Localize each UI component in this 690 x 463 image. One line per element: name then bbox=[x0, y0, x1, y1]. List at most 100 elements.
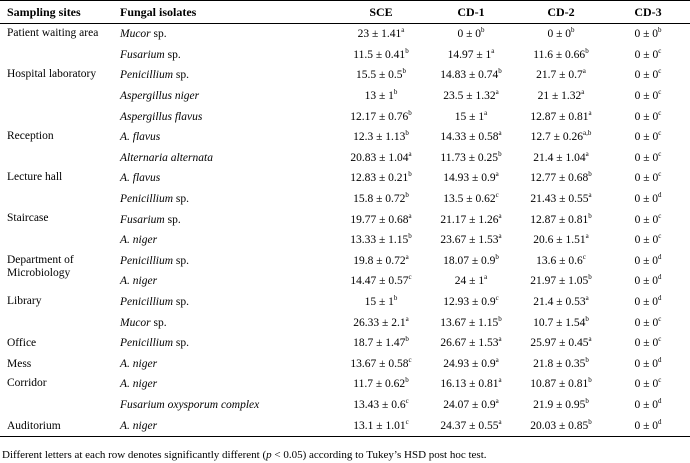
cd2-value-cell: 21.9 ± 0.95b bbox=[516, 395, 606, 416]
cd2-significance-letter: b bbox=[588, 417, 592, 426]
cd1-value: 14.83 ± 0.74 bbox=[440, 69, 499, 82]
cd2-value-cell: 21.43 ± 0.55a bbox=[516, 189, 606, 210]
sce-value: 23 ± 1.41 bbox=[357, 28, 402, 41]
cd3-value: 0 ± 0 bbox=[634, 357, 659, 370]
footnote-text-start: Different letters at each row denotes si… bbox=[2, 449, 267, 461]
sce-value: 14.47 ± 0.57 bbox=[350, 275, 409, 288]
fungal-isolate-cell: Penicillium sp. bbox=[118, 333, 336, 354]
isolate-name: A. niger bbox=[120, 378, 158, 391]
sampling-site-cell: Mess bbox=[7, 357, 32, 370]
isolate-name: A. flavus bbox=[120, 172, 161, 185]
isolate-name: Mucor bbox=[120, 316, 151, 329]
sce-significance-letter: c bbox=[405, 397, 409, 406]
cd2-significance-letter: a bbox=[585, 294, 589, 303]
cd1-value: 18.07 ± 0.9 bbox=[443, 254, 496, 267]
cd1-significance-letter: a bbox=[484, 108, 488, 117]
cd3-value-cell: 0 ± 0d bbox=[606, 189, 690, 210]
cd1-value-cell: 11.73 ± 0.25b bbox=[426, 148, 516, 169]
table-row: Reception A. flavus 12.3 ± 1.13b 14.33 ± 0.… bbox=[0, 127, 690, 148]
cd3-value-cell: 0 ± 0c bbox=[606, 374, 690, 395]
cd1-value-cell: 16.13 ± 0.81a bbox=[426, 374, 516, 395]
cd1-value: 14.97 ± 1 bbox=[447, 48, 492, 61]
cd2-value-cell: 0 ± 0b bbox=[516, 24, 606, 45]
sce-value: 20.83 ± 1.04 bbox=[350, 151, 409, 164]
cd3-value-cell: 0 ± 0c bbox=[606, 86, 690, 107]
cd3-significance-letter: d bbox=[658, 417, 662, 426]
cd3-significance-letter: d bbox=[658, 273, 662, 282]
cd3-significance-letter: d bbox=[658, 294, 662, 303]
sce-significance-letter: a bbox=[405, 314, 409, 323]
cd3-value: 0 ± 0 bbox=[634, 275, 659, 288]
cd1-significance-letter: b bbox=[481, 26, 485, 35]
isolate-name: Penicillium bbox=[120, 69, 174, 82]
cd2-significance-letter: a bbox=[585, 150, 589, 159]
sce-value-cell: 19.8 ± 0.72a bbox=[336, 251, 426, 272]
cd1-value: 16.13 ± 0.81 bbox=[440, 378, 499, 391]
cd1-significance-letter: c bbox=[495, 191, 499, 200]
cd3-value: 0 ± 0 bbox=[634, 254, 659, 267]
sce-value-cell: 20.83 ± 1.04a bbox=[336, 148, 426, 169]
sce-value-cell: 14.47 ± 0.57c bbox=[336, 271, 426, 292]
cd1-value-cell: 12.93 ± 0.9c bbox=[426, 292, 516, 313]
cd3-value: 0 ± 0 bbox=[634, 151, 659, 164]
cd1-significance-letter: a bbox=[484, 273, 488, 282]
cd3-value-cell: 0 ± 0c bbox=[606, 45, 690, 66]
cd2-significance-letter: b bbox=[571, 26, 575, 35]
cd3-value: 0 ± 0 bbox=[634, 131, 659, 144]
cd1-significance-letter: a bbox=[498, 232, 502, 241]
sce-value-cell: 15.5 ± 0.5b bbox=[336, 65, 426, 86]
cd3-value: 0 ± 0 bbox=[634, 296, 659, 309]
cd2-value-cell: 13.6 ± 0.6c bbox=[516, 251, 606, 272]
cd3-value: 0 ± 0 bbox=[634, 48, 659, 61]
cd1-value: 13.5 ± 0.62 bbox=[443, 193, 496, 206]
sampling-site-cell: Library bbox=[7, 294, 42, 307]
fungal-isolate-cell: Fusarium sp. bbox=[118, 45, 336, 66]
cd1-value: 14.93 ± 0.9 bbox=[443, 172, 496, 185]
cd2-significance-letter: a bbox=[588, 191, 592, 200]
cd2-significance-letter: b bbox=[588, 170, 592, 179]
sce-value-cell: 12.17 ± 0.76b bbox=[336, 106, 426, 127]
sce-value: 15.8 ± 0.72 bbox=[353, 193, 406, 206]
sce-significance-letter: b bbox=[405, 191, 409, 200]
cd2-value: 11.6 ± 0.66 bbox=[533, 48, 586, 61]
cd2-value-cell: 10.7 ± 1.54b bbox=[516, 312, 606, 333]
sce-value-cell: 19.77 ± 0.68a bbox=[336, 209, 426, 230]
cd3-value: 0 ± 0 bbox=[634, 234, 659, 247]
cd2-value: 0 ± 0 bbox=[547, 28, 572, 41]
fungal-isolate-cell: A. niger bbox=[118, 271, 336, 292]
cd2-value-cell: 12.87 ± 0.81a bbox=[516, 106, 606, 127]
table-row: Corridor A. niger 11.7 ± 0.62b 16.13 ± 0.81… bbox=[0, 374, 690, 395]
isolate-name: A. niger bbox=[120, 419, 158, 432]
cd3-value-cell: 0 ± 0d bbox=[606, 292, 690, 313]
isolate-name: Penicillium bbox=[120, 296, 174, 309]
cd1-value: 24.93 ± 0.9 bbox=[443, 357, 496, 370]
fungal-isolate-cell: Aspergillus flavus bbox=[118, 106, 336, 127]
sce-significance-letter: b bbox=[405, 376, 409, 385]
sce-significance-letter: c bbox=[408, 355, 412, 364]
cd3-value: 0 ± 0 bbox=[634, 90, 659, 103]
cd2-value-cell: 10.87 ± 0.81b bbox=[516, 374, 606, 395]
cd2-value-cell: 20.03 ± 0.85b bbox=[516, 415, 606, 437]
cd2-value: 12.77 ± 0.68 bbox=[530, 172, 589, 185]
isolate-name: Penicillium bbox=[120, 193, 174, 206]
cd3-value: 0 ± 0 bbox=[634, 69, 659, 82]
sce-value-cell: 23 ± 1.41a bbox=[336, 24, 426, 45]
cd1-value-cell: 14.97 ± 1a bbox=[426, 45, 516, 66]
cd3-value-cell: 0 ± 0c bbox=[606, 148, 690, 169]
cd1-value: 14.33 ± 0.58 bbox=[440, 131, 499, 144]
cd1-significance-letter: c bbox=[495, 294, 499, 303]
sampling-site-cell: Office bbox=[7, 337, 37, 350]
fungal-isolate-cell: Penicillium sp. bbox=[118, 189, 336, 210]
isolate-species-suffix: sp. bbox=[164, 48, 181, 61]
cd1-value-cell: 24.93 ± 0.9a bbox=[426, 354, 516, 375]
cd1-value: 24.37 ± 0.55 bbox=[440, 419, 499, 432]
cd2-significance-letter: a bbox=[581, 88, 585, 97]
cd1-significance-letter: a bbox=[495, 88, 499, 97]
cd2-significance-letter: a bbox=[585, 232, 589, 241]
cd2-significance-letter: a bbox=[582, 67, 586, 76]
cd2-significance-letter: b bbox=[585, 314, 589, 323]
cd1-value-cell: 21.17 ± 1.26a bbox=[426, 209, 516, 230]
sce-value: 13.1 ± 1.01 bbox=[353, 419, 406, 432]
fungal-isolate-cell: A. niger bbox=[118, 415, 336, 437]
cd1-value: 12.93 ± 0.9 bbox=[443, 296, 496, 309]
